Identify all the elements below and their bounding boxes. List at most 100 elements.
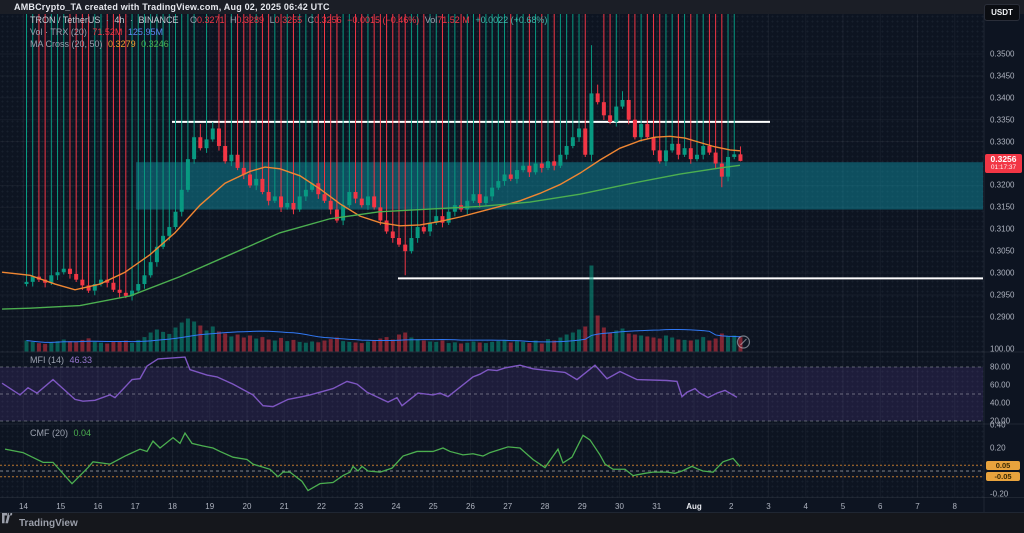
volume-bar xyxy=(682,339,687,352)
ma50-value: 0.3246 xyxy=(141,39,169,49)
volume-bar xyxy=(676,339,681,352)
volume-bar xyxy=(645,336,650,352)
volume-bar xyxy=(589,265,594,352)
volume-bar xyxy=(483,343,488,352)
volume-bar xyxy=(390,339,395,352)
low-value: 0.3255 xyxy=(274,15,303,25)
time-tick-label: 25 xyxy=(428,502,438,511)
cmf-label[interactable]: CMF (20) xyxy=(30,428,68,438)
volume-bar xyxy=(67,341,72,352)
volume-bar xyxy=(614,330,619,352)
volume-bar xyxy=(372,339,377,352)
price-tick-label: 0.3500 xyxy=(990,49,1015,59)
volume-bar xyxy=(514,341,519,352)
time-tick-label: Aug xyxy=(686,502,702,511)
volume-bar xyxy=(527,343,532,352)
volume-bar xyxy=(353,342,358,352)
price-tick-label: 0.3000 xyxy=(990,268,1015,278)
time-tick-label: 2 xyxy=(729,502,734,511)
volume-bar xyxy=(409,337,414,352)
cmf-tick-label: 0.40 xyxy=(990,420,1006,430)
time-tick-label: 21 xyxy=(279,502,289,511)
volume-bar xyxy=(545,339,550,352)
last-price-value: 0.3256 xyxy=(990,154,1017,164)
volume-bar xyxy=(161,331,166,352)
time-tick-label: 7 xyxy=(915,502,920,511)
currency-toggle-button[interactable]: USDT xyxy=(984,4,1020,21)
volume-bar xyxy=(254,338,259,352)
time-tick-label: 26 xyxy=(466,502,475,511)
mfi-value: 46.33 xyxy=(69,355,93,365)
volume-bar xyxy=(334,337,339,352)
volume-ma-value: 125.95M xyxy=(127,27,163,37)
time-tick-label: 3 xyxy=(766,502,771,511)
volume-bar xyxy=(167,333,172,352)
volume-bar xyxy=(98,342,103,352)
price-tick-label: 0.3150 xyxy=(990,202,1015,212)
tradingview-watermark[interactable]: TradingView xyxy=(19,517,78,529)
volume-bar xyxy=(632,334,637,352)
symbol-name[interactable]: TRON / TetherUS xyxy=(30,15,101,25)
volume-bar xyxy=(378,338,383,352)
mfi-legend-row[interactable]: MFI (14) 46.33 xyxy=(30,355,95,365)
time-tick-label: 23 xyxy=(354,502,364,511)
volume-bar xyxy=(36,343,41,352)
volume-bar xyxy=(384,337,389,352)
volume-bar xyxy=(496,341,501,352)
volume-bar xyxy=(192,321,197,352)
volume-bar xyxy=(626,333,631,352)
volume-bar xyxy=(533,340,538,352)
volume-bar xyxy=(620,328,625,352)
volume-bar xyxy=(502,339,507,352)
volume-bar xyxy=(539,343,544,352)
volume-bar xyxy=(260,337,265,352)
volume-indicator-label[interactable]: Vol · TRX (20) xyxy=(30,27,87,37)
volume-bar xyxy=(732,335,737,352)
close-label: C xyxy=(307,15,315,25)
volume-bar xyxy=(123,340,128,352)
ma-cross-legend-row[interactable]: MA Cross (20, 50) 0.3279 0.3246 xyxy=(30,39,172,49)
cmf-legend-row[interactable]: CMF (20) 0.04 xyxy=(30,428,94,438)
volume-bar xyxy=(130,342,135,352)
volume-bar xyxy=(266,339,271,352)
volume-bar xyxy=(216,331,221,352)
cmf-level-badge: 0.05 xyxy=(986,460,1020,470)
volume-bar xyxy=(291,339,296,352)
high-value: 0.3289 xyxy=(236,15,265,25)
volume-bar xyxy=(428,341,433,352)
mfi-label[interactable]: MFI (14) xyxy=(30,355,65,365)
volume-current-value: 71.52M xyxy=(92,27,123,37)
volume-bar xyxy=(396,334,401,352)
price-tick-label: 0.3200 xyxy=(990,180,1015,190)
volume-bar xyxy=(297,341,302,352)
symbol-legend-row[interactable]: TRON / TetherUS · 4h · BINANCE O0.3271 H… xyxy=(30,15,548,25)
last-price-badge[interactable]: 0.3256 01:17:37 xyxy=(985,154,1022,173)
volume-bar xyxy=(341,341,346,352)
interval-label[interactable]: 4h xyxy=(114,15,125,25)
volume-bar xyxy=(713,338,718,352)
price-tick-label: 0.2950 xyxy=(990,290,1015,300)
ma-cross-label[interactable]: MA Cross (20, 50) xyxy=(30,39,103,49)
price-tick-label: 0.2900 xyxy=(990,312,1015,322)
change2-value: +0.0022 (+0.68%) xyxy=(475,15,548,25)
cmf-level-badge: -0.05 xyxy=(986,472,1020,482)
volume-bar xyxy=(43,343,48,352)
volume-bar xyxy=(235,334,240,352)
volume-bar xyxy=(465,342,470,352)
volume-bar xyxy=(440,340,445,352)
chart-title-bar: AMBCrypto_TA created with TradingView.co… xyxy=(0,0,1024,14)
volume-bar xyxy=(570,332,575,352)
volume-bar xyxy=(459,343,464,352)
mfi-tick-label: 100.00 xyxy=(990,344,1015,354)
vol-label: Vol xyxy=(424,15,438,25)
volume-bar xyxy=(136,339,141,352)
cmf-tick-label: -0.20 xyxy=(990,489,1009,499)
price-tick-label: 0.3450 xyxy=(990,71,1015,81)
volume-bar xyxy=(117,341,122,352)
volume-bar xyxy=(30,341,35,352)
volume-bar xyxy=(80,339,85,352)
volume-bar xyxy=(310,341,315,352)
volume-bar xyxy=(322,340,327,352)
volume-legend-row[interactable]: Vol · TRX (20) 71.52M 125.95M xyxy=(30,27,166,37)
